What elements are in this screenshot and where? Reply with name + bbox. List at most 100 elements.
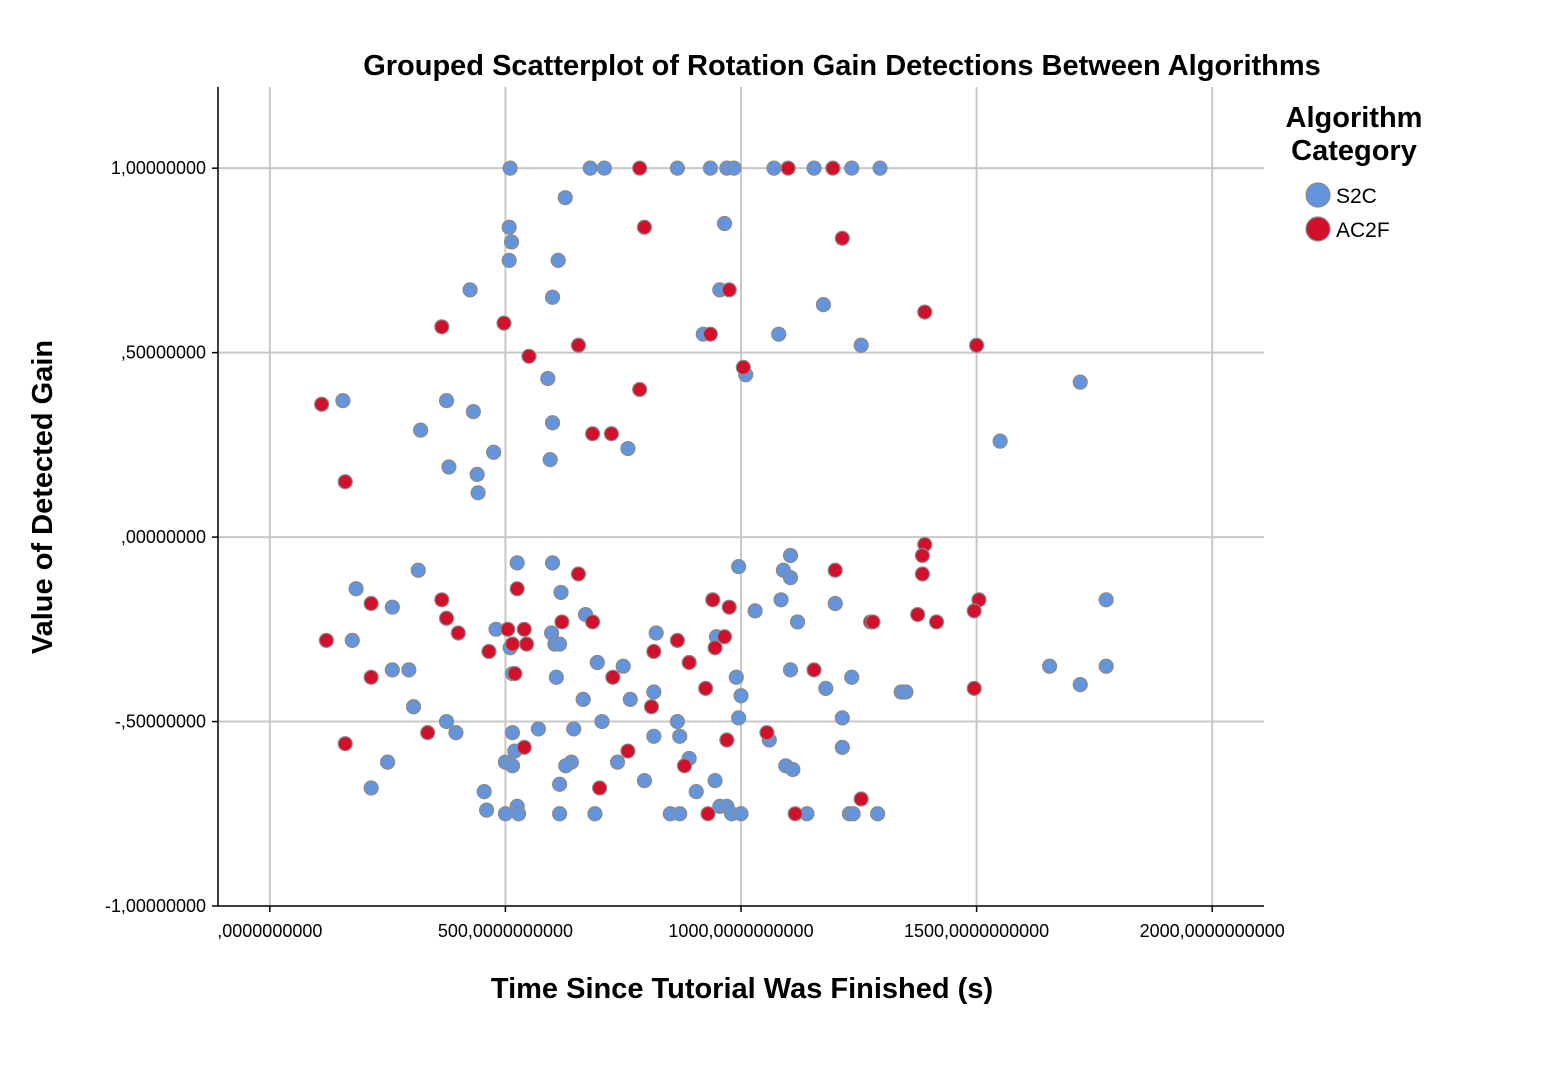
data-point: [733, 806, 749, 822]
data-point: [992, 433, 1008, 449]
data-point: [548, 669, 564, 685]
data-point: [554, 614, 570, 630]
data-point: [509, 581, 525, 597]
data-point: [782, 547, 799, 564]
data-point: [620, 440, 636, 457]
data-point: [672, 806, 688, 822]
data-point: [363, 595, 379, 612]
data-point: [766, 160, 782, 176]
data-point: [504, 758, 521, 774]
data-point: [870, 806, 886, 822]
data-point: [434, 592, 450, 608]
data-point: [787, 806, 803, 822]
data-point: [815, 297, 832, 313]
data-point: [557, 190, 573, 206]
data-point: [478, 802, 495, 818]
data-point: [702, 326, 718, 342]
data-point: [865, 614, 881, 630]
data-point: [844, 160, 860, 176]
x-tick-label: ,0000000000: [217, 921, 322, 941]
data-point: [834, 739, 850, 755]
data-point: [519, 636, 535, 652]
data-point: [733, 688, 749, 704]
data-point: [507, 665, 523, 682]
data-point: [721, 282, 737, 298]
y-tick-label: -,50000000: [115, 712, 206, 732]
data-point: [648, 625, 664, 641]
data-point: [476, 784, 492, 800]
data-point: [504, 636, 521, 652]
data-point: [314, 396, 330, 412]
data-point: [553, 584, 569, 601]
data-point: [441, 459, 457, 475]
data-points: [314, 160, 1114, 822]
data-point: [318, 632, 334, 648]
data-point: [914, 547, 931, 564]
data-point: [928, 614, 945, 630]
legend-marker-ac2f: [1305, 216, 1331, 242]
tick-labels: 1,00000000 ,50000000 ,00000000 -,50000000 -1…: [105, 158, 1285, 941]
data-point: [363, 669, 379, 685]
data-point: [806, 160, 822, 176]
data-point: [782, 662, 799, 678]
data-point: [509, 555, 525, 571]
data-point: [592, 780, 608, 796]
data-point: [853, 791, 869, 807]
data-point: [348, 581, 364, 597]
data-point: [636, 219, 653, 235]
legend-label-s2c: S2C: [1336, 185, 1377, 208]
data-point: [1042, 658, 1058, 674]
x-tick-label: 2000,0000000000: [1140, 921, 1285, 941]
data-point: [497, 806, 514, 822]
data-point: [587, 806, 603, 822]
data-point: [516, 739, 532, 755]
data-point: [584, 426, 601, 442]
data-point: [669, 160, 685, 176]
data-point: [551, 776, 568, 792]
data-point: [669, 632, 685, 648]
data-point: [337, 474, 353, 490]
data-point: [646, 684, 662, 700]
data-point: [698, 680, 714, 696]
data-point: [968, 337, 985, 353]
data-point: [646, 643, 662, 660]
data-point: [410, 562, 426, 578]
data-point: [438, 610, 455, 626]
data-point: [516, 621, 532, 637]
data-point: [726, 160, 742, 176]
data-point: [603, 426, 620, 442]
data-point: [728, 669, 744, 685]
data-point: [1098, 658, 1114, 674]
data-point: [966, 680, 982, 696]
data-point: [469, 466, 485, 482]
data-point: [496, 315, 512, 331]
data-point: [570, 566, 587, 582]
data-point: [844, 669, 860, 685]
data-point: [570, 337, 587, 353]
data-point: [785, 761, 801, 778]
data-point: [806, 662, 822, 678]
data-point: [669, 713, 685, 730]
data-point: [503, 234, 520, 250]
y-tick-label: -1,00000000: [105, 896, 206, 916]
data-point: [716, 629, 733, 645]
data-point: [622, 691, 638, 708]
data-point: [780, 160, 796, 176]
data-point: [872, 160, 888, 176]
data-point: [827, 562, 843, 578]
data-point: [594, 713, 610, 730]
series-ac2f: [314, 160, 987, 822]
data-point: [681, 654, 697, 671]
data-point: [782, 570, 799, 586]
data-point: [550, 252, 566, 268]
data-point: [910, 606, 926, 623]
data-point: [853, 337, 869, 353]
data-point: [596, 160, 612, 176]
data-point: [834, 230, 850, 246]
data-point: [719, 732, 735, 748]
data-point: [700, 806, 716, 822]
data-point: [462, 282, 478, 298]
data-point: [636, 772, 653, 789]
